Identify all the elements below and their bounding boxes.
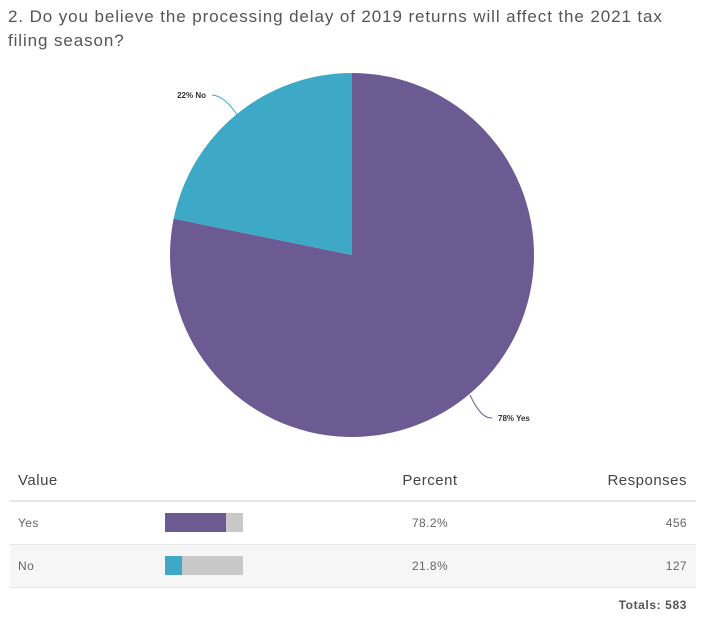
table-row: No 21.8% 127 <box>10 545 696 588</box>
percent-bar-fill <box>165 556 182 575</box>
totals-row: Totals: 583 <box>10 588 696 622</box>
row-percent: 78.2% <box>411 516 449 530</box>
pie-label-no: 22% No <box>177 91 206 100</box>
row-value: Yes <box>18 516 39 530</box>
pie-slice-no <box>173 72 352 255</box>
percent-bar-track <box>165 513 243 532</box>
pie-label-yes: 78% Yes <box>498 414 530 423</box>
row-percent: 21.8% <box>411 559 449 573</box>
table-header: Value Percent Responses <box>10 462 696 502</box>
pie-chart-container: 78% Yes 22% No <box>0 55 703 455</box>
pie-leader-yes <box>469 394 493 419</box>
header-responses: Responses <box>607 472 687 489</box>
header-value: Value <box>18 472 58 489</box>
row-value: No <box>18 559 35 573</box>
totals-text: Totals: 583 <box>618 598 687 612</box>
row-responses: 127 <box>665 559 687 573</box>
pie-chart: 78% Yes 22% No <box>169 72 534 437</box>
row-responses: 456 <box>665 516 687 530</box>
question-title: 2. Do you believe the processing delay o… <box>8 7 663 50</box>
percent-bar-track <box>165 556 243 575</box>
results-table: Value Percent Responses Yes 78.2% 456 No… <box>10 462 696 622</box>
percent-bar-fill <box>165 513 226 532</box>
table-row: Yes 78.2% 456 <box>10 502 696 545</box>
header-percent: Percent <box>402 472 458 489</box>
pie-leader-no <box>211 94 243 124</box>
